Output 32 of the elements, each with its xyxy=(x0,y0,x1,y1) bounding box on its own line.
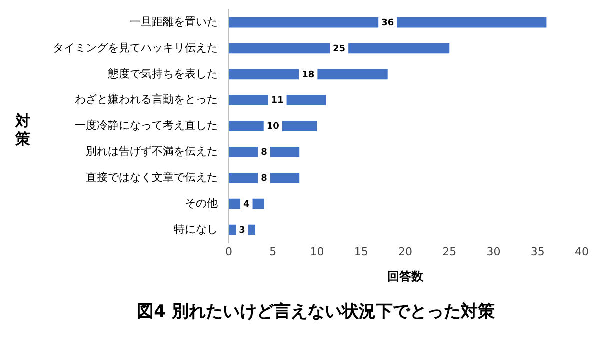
x-tick-label: 0 xyxy=(226,245,232,258)
y-tick-label: その他 xyxy=(185,196,218,210)
y-tick-label: 直接ではなく文章で伝えた xyxy=(86,171,218,184)
x-tick-label: 5 xyxy=(270,245,277,258)
data-label: 36 xyxy=(382,18,394,28)
data-label: 10 xyxy=(266,122,280,132)
y-tick-label: タイミングを見てハッキリ伝えた xyxy=(53,41,218,54)
y-tick-label: わざと嫌われる言動をとった xyxy=(75,93,218,106)
x-tick-label: 15 xyxy=(354,245,368,258)
y-tick-label: 一旦距離を置いた xyxy=(130,15,218,28)
data-label: 4 xyxy=(244,200,250,210)
x-tick-label: 20 xyxy=(398,245,412,258)
text: 図4 別れたいけど言えない状況下でとった対策 xyxy=(137,302,495,322)
x-tick-label: 40 xyxy=(575,245,589,258)
y-tick-label: 一度冷静になって考え直した xyxy=(75,119,218,132)
data-label: 11 xyxy=(271,96,284,106)
x-tick-label: 10 xyxy=(310,245,324,258)
y-axis-title: 対策 xyxy=(14,112,32,148)
x-tick-label: 30 xyxy=(486,245,501,258)
data-label: 8 xyxy=(261,174,268,184)
x-tick-label: 35 xyxy=(530,245,545,258)
x-tick-label: 25 xyxy=(442,245,457,258)
y-tick-label: 特になし xyxy=(174,222,218,236)
data-label: 18 xyxy=(302,70,315,80)
bar xyxy=(229,17,547,28)
y-tick-label: 別れは告げず不満を伝えた xyxy=(86,145,218,158)
bar xyxy=(229,69,388,80)
data-label: 8 xyxy=(261,148,268,158)
y-tick-label: 態度で気持ちを表した xyxy=(107,67,218,80)
x-axis-title: 回答数 xyxy=(388,270,424,284)
data-label: 25 xyxy=(333,44,346,54)
data-label: 3 xyxy=(239,226,246,236)
